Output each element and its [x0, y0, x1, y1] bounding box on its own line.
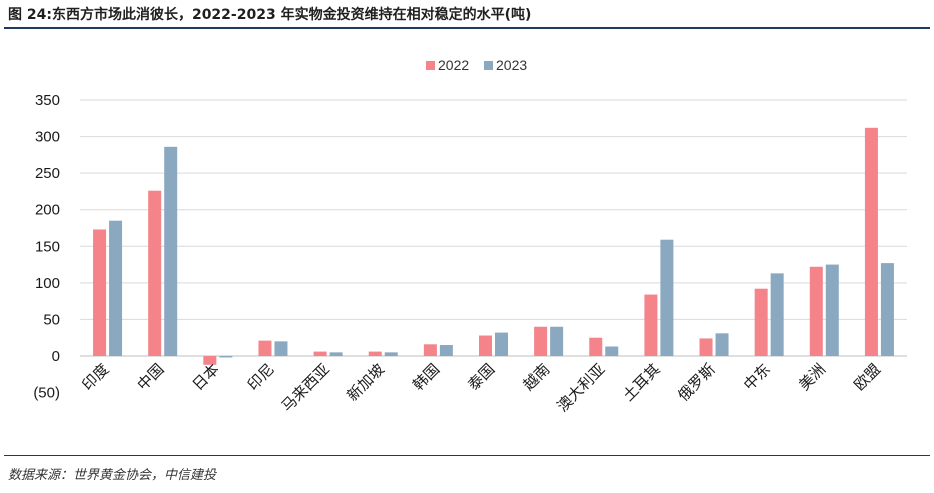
bar-2022-10: [644, 294, 658, 356]
x-category-label: 印尼: [244, 360, 278, 394]
x-category-label: 越南: [520, 360, 554, 394]
x-category-label: 印度: [78, 360, 112, 394]
bar-2022-13: [809, 266, 823, 356]
bar-2022-12: [754, 288, 768, 356]
bar-2022-11: [699, 338, 713, 356]
bar-2023-9: [605, 346, 619, 356]
bar-2023-11: [715, 333, 729, 356]
figure-title: 图 24:东西方市场此消彼长，2022-2023 年实物金投资维持在相对稳定的水…: [8, 7, 532, 23]
bar-2023-8: [550, 326, 564, 356]
bar-2022-1: [148, 190, 162, 356]
bar-2022-6: [423, 344, 437, 356]
bar-2023-7: [495, 332, 508, 356]
x-category-label: 日本: [189, 360, 223, 394]
source-note: 数据来源：世界黄金协会，中信建投: [8, 468, 217, 483]
bar-2022-14: [864, 127, 878, 357]
y-tick-label: 250: [35, 165, 60, 182]
x-category-label: 新加坡: [344, 360, 389, 405]
bar-2023-2: [219, 356, 233, 358]
bar-2022-7: [479, 335, 492, 356]
bar-2022-0: [93, 229, 107, 356]
bar-2023-13: [825, 264, 839, 356]
gridlines: [80, 99, 907, 357]
bar-2023-12: [770, 273, 784, 356]
bars: [93, 127, 894, 365]
bar-2022-2: [203, 356, 217, 365]
bar-2022-8: [534, 326, 548, 356]
legend: 2022 2023: [426, 57, 527, 73]
bar-2023-14: [880, 263, 894, 356]
bar-2023-1: [164, 146, 178, 356]
y-tick-label: 300: [35, 129, 60, 146]
legend-label-2023: 2023: [496, 57, 527, 73]
x-category-label: 泰国: [464, 360, 498, 394]
y-tick-label: 350: [35, 92, 60, 109]
legend-swatch-2022: [426, 61, 435, 70]
bar-2023-6: [439, 345, 453, 356]
bar-2022-5: [368, 351, 382, 356]
y-tick-label: 200: [35, 202, 60, 219]
x-category-label: 土耳其: [619, 360, 664, 405]
bar-2023-0: [109, 220, 123, 356]
y-tick-label: 0: [52, 348, 60, 365]
title-divider: [4, 27, 930, 29]
x-category-label: 韩国: [409, 360, 443, 394]
y-tick-label: 100: [35, 275, 60, 292]
x-category-label: 澳大利亚: [553, 360, 608, 415]
y-tick-label: 150: [35, 238, 60, 255]
y-axis-labels: (50) 0 50 100 150 200 250 300 350: [33, 92, 60, 402]
x-category-label: 俄罗斯: [674, 360, 719, 405]
legend-label-2022: 2022: [438, 57, 469, 73]
bar-2023-4: [329, 352, 343, 356]
x-category-label: 中国: [134, 360, 168, 394]
legend-swatch-2023: [484, 61, 493, 70]
bar-2022-3: [258, 340, 272, 356]
bar-2023-10: [660, 239, 674, 356]
bar-2022-4: [313, 351, 327, 356]
y-tick-label: (50): [33, 385, 60, 402]
bar-2022-9: [589, 337, 603, 356]
bar-2023-3: [274, 341, 288, 356]
footer-divider: [4, 455, 930, 456]
x-axis-labels: 印度 中国 日本 印尼 马来西亚 新加坡 韩国 泰国 越南 澳大利亚 土耳其 俄罗斯 中东 美洲 欧盟: [78, 360, 884, 415]
bar-2023-5: [384, 352, 398, 356]
bar-chart: (50) 0 50 100 150 200 250 300 350 印度 中国 日本 印尼 马来西亚 新加…: [33, 57, 907, 415]
x-category-label: 马来西亚: [278, 360, 333, 415]
x-category-label: 美洲: [795, 360, 829, 394]
x-category-label: 中东: [740, 360, 774, 394]
y-tick-label: 50: [43, 311, 60, 328]
x-category-label: 欧盟: [850, 360, 884, 394]
